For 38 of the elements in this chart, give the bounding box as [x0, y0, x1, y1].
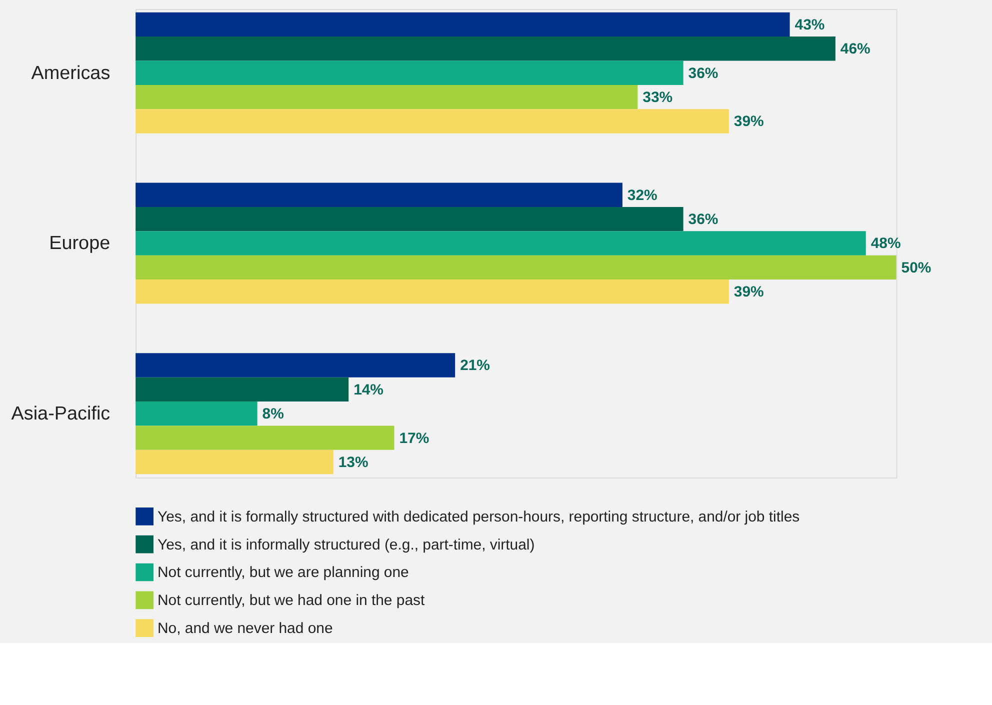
bar	[136, 353, 456, 378]
data-label: 36%	[688, 64, 718, 82]
bar	[136, 84, 638, 110]
legend-label: Yes, and it is formally structured with dedicated person-hours, reporting structure, and/or job titles	[158, 508, 800, 526]
data-label: 32%	[627, 186, 658, 204]
bar	[136, 280, 729, 304]
bar	[136, 36, 836, 61]
bar	[136, 255, 896, 280]
data-label: 48%	[870, 235, 901, 252]
bar	[136, 450, 334, 474]
data-label: 46%	[840, 40, 870, 58]
data-label: 36%	[688, 211, 718, 228]
bar	[136, 231, 866, 256]
legend-label: Yes, and it is informally structured (e.g., part-time, virtual)	[158, 536, 535, 554]
bar	[136, 109, 729, 134]
bar	[136, 12, 790, 37]
data-label: 13%	[338, 454, 368, 472]
bar	[136, 377, 349, 402]
data-label: 39%	[734, 113, 764, 130]
bar	[136, 402, 258, 426]
legend-label: No, and we never had one	[158, 620, 333, 638]
legend-label: Not currently, but we had one in the past	[158, 592, 426, 610]
data-label: 33%	[642, 89, 673, 106]
bar	[136, 426, 394, 450]
data-label: 14%	[354, 381, 384, 398]
data-label: 8%	[262, 406, 284, 423]
bar	[136, 60, 684, 85]
data-label: 39%	[734, 284, 764, 301]
y-tick-label: Asia-Pacific	[11, 404, 110, 425]
data-label: 43%	[794, 16, 825, 34]
y-tick-label: Americas	[31, 62, 110, 84]
data-label: 17%	[399, 430, 430, 447]
data-label: 21%	[460, 357, 490, 374]
bar	[136, 206, 684, 232]
bar	[136, 182, 622, 207]
y-tick-label: Europe	[49, 233, 110, 254]
data-label: 50%	[901, 259, 932, 276]
legend-label: Not currently, but we are planning one	[158, 564, 409, 582]
